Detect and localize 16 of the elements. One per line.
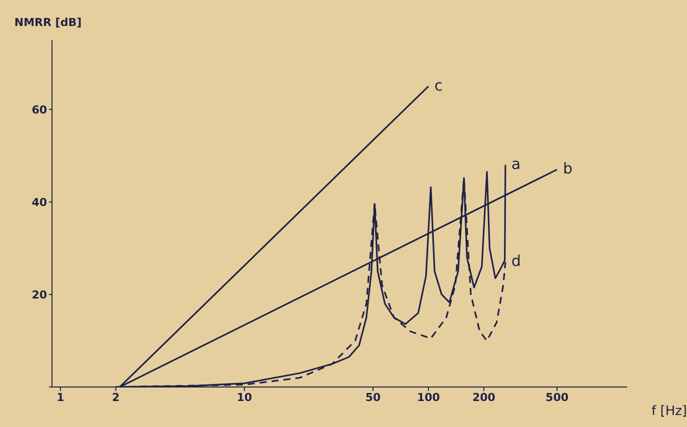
y-axis-title: NMRR [dB] <box>14 16 82 29</box>
series-label: c <box>434 76 443 94</box>
x-tick-label: 50 <box>365 390 382 404</box>
series-label: d <box>511 252 521 270</box>
x-tick-label: 2 <box>112 390 120 404</box>
x-tick-label: 1 <box>56 390 64 404</box>
x-tick-label: 200 <box>472 390 496 404</box>
y-tick-label: 60 <box>32 103 48 116</box>
y-tick-label: 20 <box>32 288 48 302</box>
series-label: b <box>563 160 573 178</box>
series-label: a <box>511 154 521 173</box>
y-tick-label: 40 <box>32 196 48 209</box>
x-tick-label: 10 <box>236 390 252 404</box>
x-tick-label: 500 <box>546 390 569 404</box>
x-tick-label: 100 <box>416 390 440 404</box>
x-axis-title: f [Hz] <box>652 404 687 419</box>
